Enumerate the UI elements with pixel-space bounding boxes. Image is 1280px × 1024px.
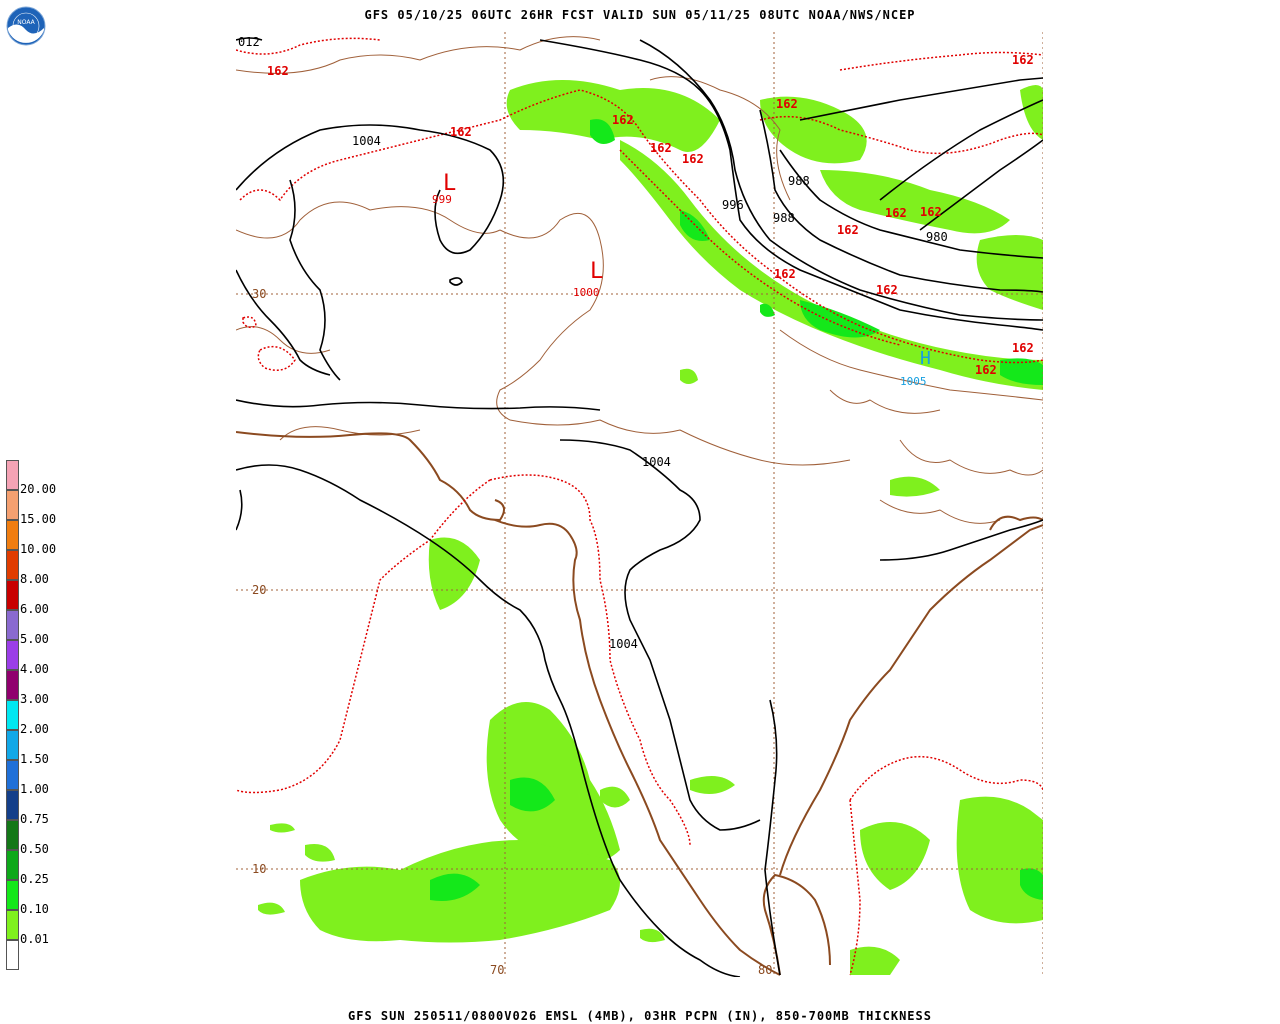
precipitation-heavier bbox=[430, 119, 1043, 901]
legend-label: 0.75 bbox=[20, 812, 49, 826]
legend-label: 15.00 bbox=[20, 512, 57, 526]
isobar-label: 996 bbox=[722, 198, 744, 212]
legend-label: 0.25 bbox=[20, 872, 49, 886]
lat-label-20: 20 bbox=[252, 583, 266, 597]
coastline bbox=[236, 431, 1043, 976]
political-borders bbox=[236, 36, 1043, 524]
legend-label: 1.00 bbox=[20, 782, 49, 796]
isobar-contours bbox=[236, 37, 1043, 977]
legend-swatch bbox=[6, 580, 19, 610]
legend-label: 3.00 bbox=[20, 692, 49, 706]
legend-swatch bbox=[6, 700, 19, 730]
isobar-label: 1004 bbox=[642, 455, 671, 469]
legend-swatch bbox=[6, 760, 19, 790]
noaa-logo-icon: NOAA bbox=[6, 6, 46, 46]
legend-swatch bbox=[6, 610, 19, 640]
thickness-label: 162 bbox=[1012, 341, 1034, 355]
legend-swatch bbox=[6, 520, 19, 550]
legend-swatch bbox=[6, 820, 19, 850]
lon-label-80: 80 bbox=[758, 963, 772, 977]
legend-swatch bbox=[6, 940, 19, 970]
legend-label: 2.00 bbox=[20, 722, 49, 736]
low-symbol: L bbox=[443, 171, 456, 196]
thickness-label: 162 bbox=[1012, 53, 1034, 67]
high-symbol: H bbox=[920, 348, 931, 369]
lat-label-10: 10 bbox=[252, 862, 266, 876]
legend-swatch bbox=[6, 490, 19, 520]
lat-label-30: 30 bbox=[252, 287, 266, 301]
isobar-label: 980 bbox=[926, 230, 948, 244]
legend-label: 8.00 bbox=[20, 572, 49, 586]
low-value: 999 bbox=[432, 193, 452, 206]
legend-label: 0.10 bbox=[20, 902, 49, 916]
axis-labels: 30 20 10 70 80 bbox=[252, 287, 772, 977]
precip-legend: 20.00 15.00 10.00 8.00 6.00 5.00 4.00 3.00 2.00 1… bbox=[6, 460, 66, 975]
legend-label: 4.00 bbox=[20, 662, 49, 676]
thickness-label: 162 bbox=[612, 113, 634, 127]
legend-label: 6.00 bbox=[20, 602, 49, 616]
isobar-label: 1004 bbox=[609, 637, 638, 651]
thickness-label: 162 bbox=[885, 206, 907, 220]
thickness-label: 162 bbox=[682, 152, 704, 166]
chart-caption: GFS SUN 250511/0800V026 EMSL (4MB), 03HR… bbox=[348, 1009, 932, 1023]
thickness-label: 162 bbox=[837, 223, 859, 237]
thickness-label: 162 bbox=[774, 267, 796, 281]
legend-swatch bbox=[6, 640, 19, 670]
legend-swatch bbox=[6, 910, 19, 940]
legend-swatch bbox=[6, 850, 19, 880]
precipitation-areas bbox=[258, 80, 1043, 975]
lon-label-70: 70 bbox=[490, 963, 504, 977]
isobar-label: 988 bbox=[773, 211, 795, 225]
legend-label: 10.00 bbox=[20, 542, 57, 556]
isobar-label: 988 bbox=[788, 174, 810, 188]
corner-label: 012 bbox=[238, 35, 260, 49]
chart-title: GFS 05/10/25 06UTC 26HR FCST VALID SUN 0… bbox=[364, 8, 916, 22]
pressure-centers: L 999 L 1000 H 1005 bbox=[432, 171, 931, 388]
thickness-label: 162 bbox=[267, 64, 289, 78]
legend-label: 0.50 bbox=[20, 842, 49, 856]
isobar-label: 1004 bbox=[352, 134, 381, 148]
legend-label: 5.00 bbox=[20, 632, 49, 646]
legend-label: 1.50 bbox=[20, 752, 49, 766]
legend-label: 0.01 bbox=[20, 932, 49, 946]
legend-swatch bbox=[6, 790, 19, 820]
thickness-label: 162 bbox=[876, 283, 898, 297]
thickness-value-labels: 162 162 162 162 162 162 162 162 162 162 … bbox=[267, 53, 1034, 377]
legend-swatch bbox=[6, 550, 19, 580]
legend-swatch bbox=[6, 670, 19, 700]
legend-swatch bbox=[6, 880, 19, 910]
low-value: 1000 bbox=[573, 286, 600, 299]
isobar-value-labels: 1004 1004 1004 996 988 988 980 bbox=[352, 134, 948, 651]
logo-text: NOAA bbox=[17, 19, 35, 26]
thickness-label: 162 bbox=[450, 125, 472, 139]
legend-swatch bbox=[6, 730, 19, 760]
thickness-label: 162 bbox=[650, 141, 672, 155]
legend-swatch bbox=[6, 460, 19, 490]
high-value: 1005 bbox=[900, 375, 927, 388]
low-symbol: L bbox=[590, 259, 603, 284]
thickness-label: 162 bbox=[975, 363, 997, 377]
thickness-label: 162 bbox=[920, 205, 942, 219]
thickness-label: 162 bbox=[776, 97, 798, 111]
legend-label: 20.00 bbox=[20, 482, 57, 496]
